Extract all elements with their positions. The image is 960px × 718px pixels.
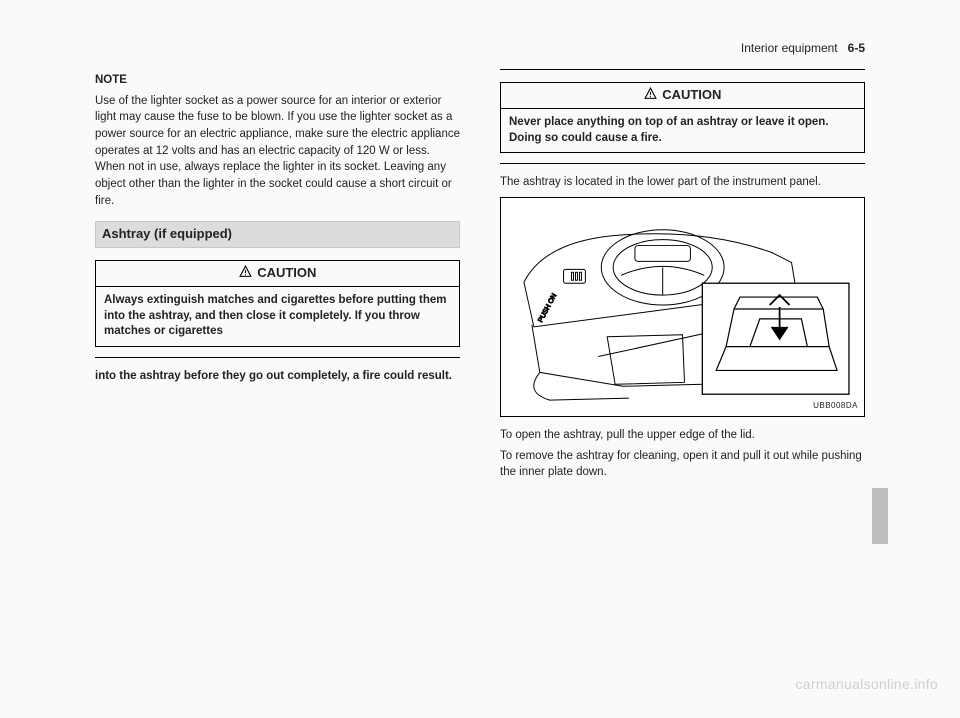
warning-icon xyxy=(644,87,657,100)
figure-code: UBB008DA xyxy=(813,400,858,412)
side-tab xyxy=(872,488,888,544)
caution-title-left: CAUTION xyxy=(96,261,459,287)
ashtray-illustration: PUSH ON xyxy=(501,198,864,416)
text-after-figure-2: To remove the ashtray for cleaning, open… xyxy=(500,448,865,481)
note-label: NOTE xyxy=(95,72,460,89)
figure-ashtray: PUSH ON xyxy=(500,197,865,417)
left-column: NOTE Use of the lighter socket as a powe… xyxy=(95,40,460,485)
divider-left xyxy=(95,357,460,358)
caution-box-left: CAUTION Always extinguish matches and ci… xyxy=(95,260,460,346)
section-heading-ashtray: Ashtray (if equipped) xyxy=(95,221,460,248)
text-after-figure-1: To open the ashtray, pull the upper edge… xyxy=(500,427,865,444)
text-before-figure: The ashtray is located in the lower part… xyxy=(500,174,865,191)
svg-text:PUSH ON: PUSH ON xyxy=(537,293,558,324)
caution-body-right: Never place anything on top of an ashtra… xyxy=(501,109,864,152)
caution-title-right: CAUTION xyxy=(501,83,864,109)
caution-box-right: CAUTION Never place anything on top of a… xyxy=(500,82,865,153)
divider-right-top xyxy=(500,69,865,70)
warning-icon xyxy=(239,265,252,278)
right-column: Interior equipment 6-5 CAUTION Never pla… xyxy=(500,40,865,485)
page-header: Interior equipment 6-5 xyxy=(500,40,865,57)
caution-continuation: into the ashtray before they go out comp… xyxy=(95,368,460,385)
caution-body-left: Always extinguish matches and cigarettes… xyxy=(96,287,459,346)
note-body: Use of the lighter socket as a power sou… xyxy=(95,93,460,210)
divider-right-mid xyxy=(500,163,865,164)
watermark: carmanualsonline.info xyxy=(796,676,939,692)
